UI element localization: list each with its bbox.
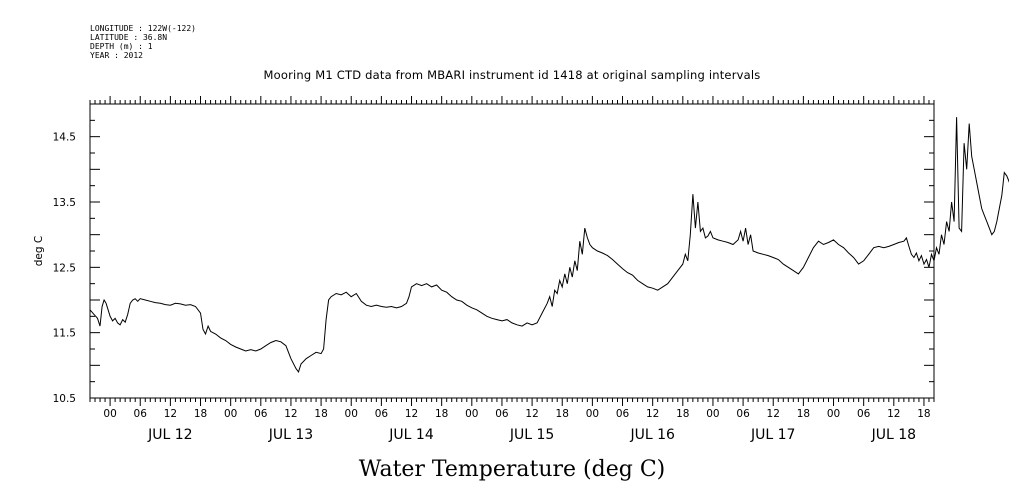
x-day-labels: JUL 12 JUL 13 JUL 14 JUL 15 JUL 16 JUL 17 JUL …	[147, 427, 916, 443]
x-hour-tick-label: 18	[314, 408, 327, 420]
y-tick-label: 14.5	[53, 132, 76, 144]
axis-ticks	[89, 96, 935, 406]
x-hour-tick-label: 00	[827, 408, 840, 420]
meta-latitude: LATITUDE : 36.8N	[90, 33, 167, 42]
x-hour-tick-label: 06	[134, 408, 148, 420]
x-hour-tick-label: 00	[103, 408, 116, 420]
x-hour-tick-label: 18	[917, 408, 930, 420]
x-hour-tick-label: 00	[465, 408, 478, 420]
x-hour-tick-label: 06	[736, 408, 750, 420]
chart-title: Mooring M1 CTD data from MBARI instrumen…	[264, 68, 761, 82]
x-hour-tick-label: 00	[224, 408, 237, 420]
y-tick-label: 12.5	[53, 262, 76, 274]
x-hour-tick-label: 00	[586, 408, 599, 420]
x-hour-tick-label: 18	[797, 408, 810, 420]
x-hour-tick-label: 12	[767, 408, 780, 420]
x-hour-tick-label: 18	[194, 408, 207, 420]
plot-frame	[89, 103, 935, 399]
x-hour-tick-label: 06	[254, 408, 268, 420]
x-day-label: JUL 16	[629, 427, 675, 443]
x-hour-tick-label: 18	[556, 408, 569, 420]
meta-longitude: LONGITUDE : 122W(-122)	[90, 24, 196, 33]
meta-depth: DEPTH (m) : 1	[90, 42, 153, 51]
x-hour-tick-label: 06	[495, 408, 509, 420]
y-tick-label: 11.5	[53, 328, 76, 340]
x-hour-tick-label: 12	[525, 408, 538, 420]
x-day-label: JUL 12	[147, 427, 192, 443]
x-hour-tick-label: 12	[405, 408, 418, 420]
x-hour-tick-label: 06	[857, 408, 871, 420]
y-tick-labels: 10.5 11.5 12.5 13.5 14.5	[53, 132, 76, 405]
x-hour-tick-label: 00	[345, 408, 358, 420]
x-hour-tick-label: 12	[887, 408, 900, 420]
y-axis-label: deg C	[33, 236, 45, 266]
x-day-label: JUL 18	[871, 427, 916, 443]
x-hour-tick-label: 06	[616, 408, 630, 420]
x-day-label: JUL 17	[750, 427, 795, 443]
x-hour-labels: 00 06 12 18 00 06 12 18 00 06 12 18 00 06 12 18 00 06 12 18…	[103, 408, 930, 420]
x-day-label: JUL 14	[388, 427, 434, 443]
meta-year: YEAR : 2012	[90, 51, 143, 60]
x-hour-tick-label: 00	[706, 408, 719, 420]
x-day-label: JUL 15	[509, 427, 554, 443]
y-tick-label: 10.5	[53, 393, 76, 405]
x-hour-tick-label: 18	[676, 408, 689, 420]
series-line	[89, 117, 1009, 373]
y-tick-label: 13.5	[53, 197, 76, 209]
x-hour-tick-label: 12	[646, 408, 659, 420]
x-hour-tick-label: 12	[284, 408, 297, 420]
x-hour-tick-label: 18	[435, 408, 448, 420]
x-hour-tick-label: 12	[164, 408, 177, 420]
x-axis-label: Water Temperature (deg C)	[359, 457, 666, 482]
x-hour-tick-label: 06	[375, 408, 389, 420]
x-day-label: JUL 13	[268, 427, 313, 443]
